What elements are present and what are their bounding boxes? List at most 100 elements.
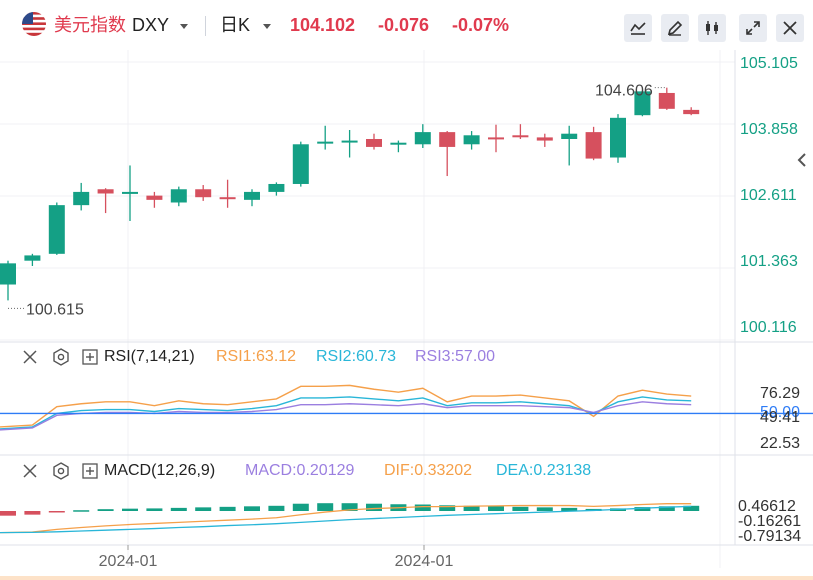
candle-down — [512, 135, 529, 138]
candle-down — [195, 189, 212, 198]
line-chart-button[interactable] — [624, 14, 652, 42]
candle-down — [366, 138, 382, 147]
footer-strip — [0, 576, 813, 580]
candle-down — [585, 132, 602, 159]
macd-bar-up — [317, 503, 334, 511]
candle-down — [488, 137, 504, 140]
fullscreen-button[interactable] — [739, 14, 767, 42]
price-tick-label: 103.858 — [740, 121, 798, 138]
candle-up — [390, 142, 407, 145]
macd-bar-down — [0, 511, 16, 516]
dif-line — [0, 503, 692, 534]
candle-up — [341, 140, 358, 143]
interval-dropdown-icon[interactable] — [263, 24, 271, 29]
close-button[interactable] — [776, 14, 804, 42]
close-indicator-icon[interactable] — [22, 463, 38, 479]
candle-up — [170, 189, 187, 203]
settings-icon[interactable] — [52, 462, 70, 480]
candle-up — [610, 117, 626, 158]
dea-value: DEA:0.23138 — [496, 462, 592, 479]
candle-down — [97, 189, 114, 194]
macd-bar-up — [414, 504, 431, 511]
interval-selector[interactable]: 日K — [220, 15, 251, 35]
candle-up — [317, 141, 334, 144]
pencil-icon — [667, 20, 683, 36]
macd-bar-up — [292, 503, 309, 511]
macd-bar-up — [195, 507, 212, 511]
candle-up — [561, 133, 578, 139]
macd-bar-up — [219, 506, 236, 511]
last-price: 104.102 — [290, 15, 356, 35]
candle-up — [48, 205, 65, 254]
macd-bar-up — [170, 507, 187, 511]
close-indicator-icon[interactable] — [22, 349, 38, 365]
macd-bar-up — [268, 505, 285, 511]
candle-down — [219, 197, 236, 200]
rsi-line-2 — [0, 396, 692, 430]
close-icon — [783, 21, 797, 35]
macd-bar-up — [463, 505, 480, 511]
candle-up — [122, 191, 138, 194]
time-tick-label: 2024-01 — [395, 553, 454, 570]
candle-up — [414, 132, 431, 145]
price-change: -0.076 — [378, 15, 430, 35]
rsi2-value: RSI2:60.73 — [316, 348, 397, 365]
divider — [205, 16, 206, 36]
candle-up — [244, 191, 260, 200]
price-tick-label: 101.363 — [740, 253, 798, 270]
macd-bar-up — [97, 509, 114, 511]
toolbar: 美元指数 DXY 日K 104.102 -0.076 -0.07% — [0, 0, 813, 50]
price-tick-label: 102.611 — [740, 187, 797, 204]
collapse-panel-icon[interactable] — [792, 147, 812, 173]
candle-up — [268, 183, 285, 192]
macd-bar-up — [536, 507, 553, 511]
us-flag-icon — [22, 12, 46, 36]
low-price-label: 100.615 — [26, 301, 84, 318]
rsi-tick-label: 22.53 — [760, 435, 800, 452]
dea-line — [0, 505, 692, 534]
draw-button[interactable] — [661, 14, 689, 42]
symbol-dropdown-icon[interactable] — [180, 24, 188, 29]
time-tick-label: 2024-01 — [99, 553, 158, 570]
macd-bar-up — [244, 506, 260, 511]
price-tick-label: 100.116 — [740, 319, 797, 336]
rsi-header: RSI(7,14,21) RSI1:63.12 RSI2:60.73 RSI3:… — [0, 346, 813, 368]
macd-bar-up — [73, 510, 90, 512]
macd-bar-up — [488, 506, 504, 511]
rsi-tick-label: 49.41 — [760, 409, 800, 426]
macd-bar-up — [658, 506, 675, 511]
candle-up — [463, 135, 480, 145]
symbol-name[interactable]: 美元指数 — [54, 15, 126, 35]
macd-bar-up — [341, 503, 358, 511]
rsi-tick-label: 76.29 — [760, 385, 800, 402]
rsi1-value: RSI1:63.12 — [216, 348, 297, 365]
chart-type-button[interactable] — [698, 14, 726, 42]
dif-value: DIF:0.33202 — [384, 462, 473, 479]
rsi-title: RSI(7,14,21) — [104, 348, 195, 365]
macd-bar-up — [561, 507, 578, 511]
macd-tick-label: -0.79134 — [738, 528, 801, 545]
symbol-code[interactable]: DXY — [132, 15, 170, 35]
candlestick-icon — [706, 21, 718, 35]
settings-icon[interactable] — [52, 348, 70, 366]
rsi-line-1 — [0, 384, 692, 428]
expand-indicator-icon[interactable] — [82, 349, 98, 365]
expand-indicator-icon[interactable] — [82, 463, 98, 479]
candle-down — [683, 109, 700, 115]
macd-tick-label: 0.46612 — [738, 498, 796, 515]
macd-bar-up — [122, 508, 138, 511]
macd-bar-up — [366, 503, 382, 511]
chart-canvas[interactable]: 105.105 103.858 102.611 101.363 100.116 104.6… — [0, 50, 813, 580]
price-tick-label: 105.105 — [740, 55, 798, 72]
high-price-label: 104.606 — [595, 83, 653, 100]
macd-bar-up — [146, 508, 163, 511]
price-change-percent: -0.07% — [452, 15, 510, 35]
rsi-line-3 — [0, 401, 692, 431]
candle-up — [0, 263, 16, 285]
fullscreen-icon — [746, 21, 760, 35]
candle-down — [439, 132, 456, 147]
candle-down — [536, 137, 553, 141]
macd-tick-label: -0.16261 — [738, 513, 801, 530]
candle-up — [73, 191, 90, 206]
candle-up — [292, 144, 309, 184]
